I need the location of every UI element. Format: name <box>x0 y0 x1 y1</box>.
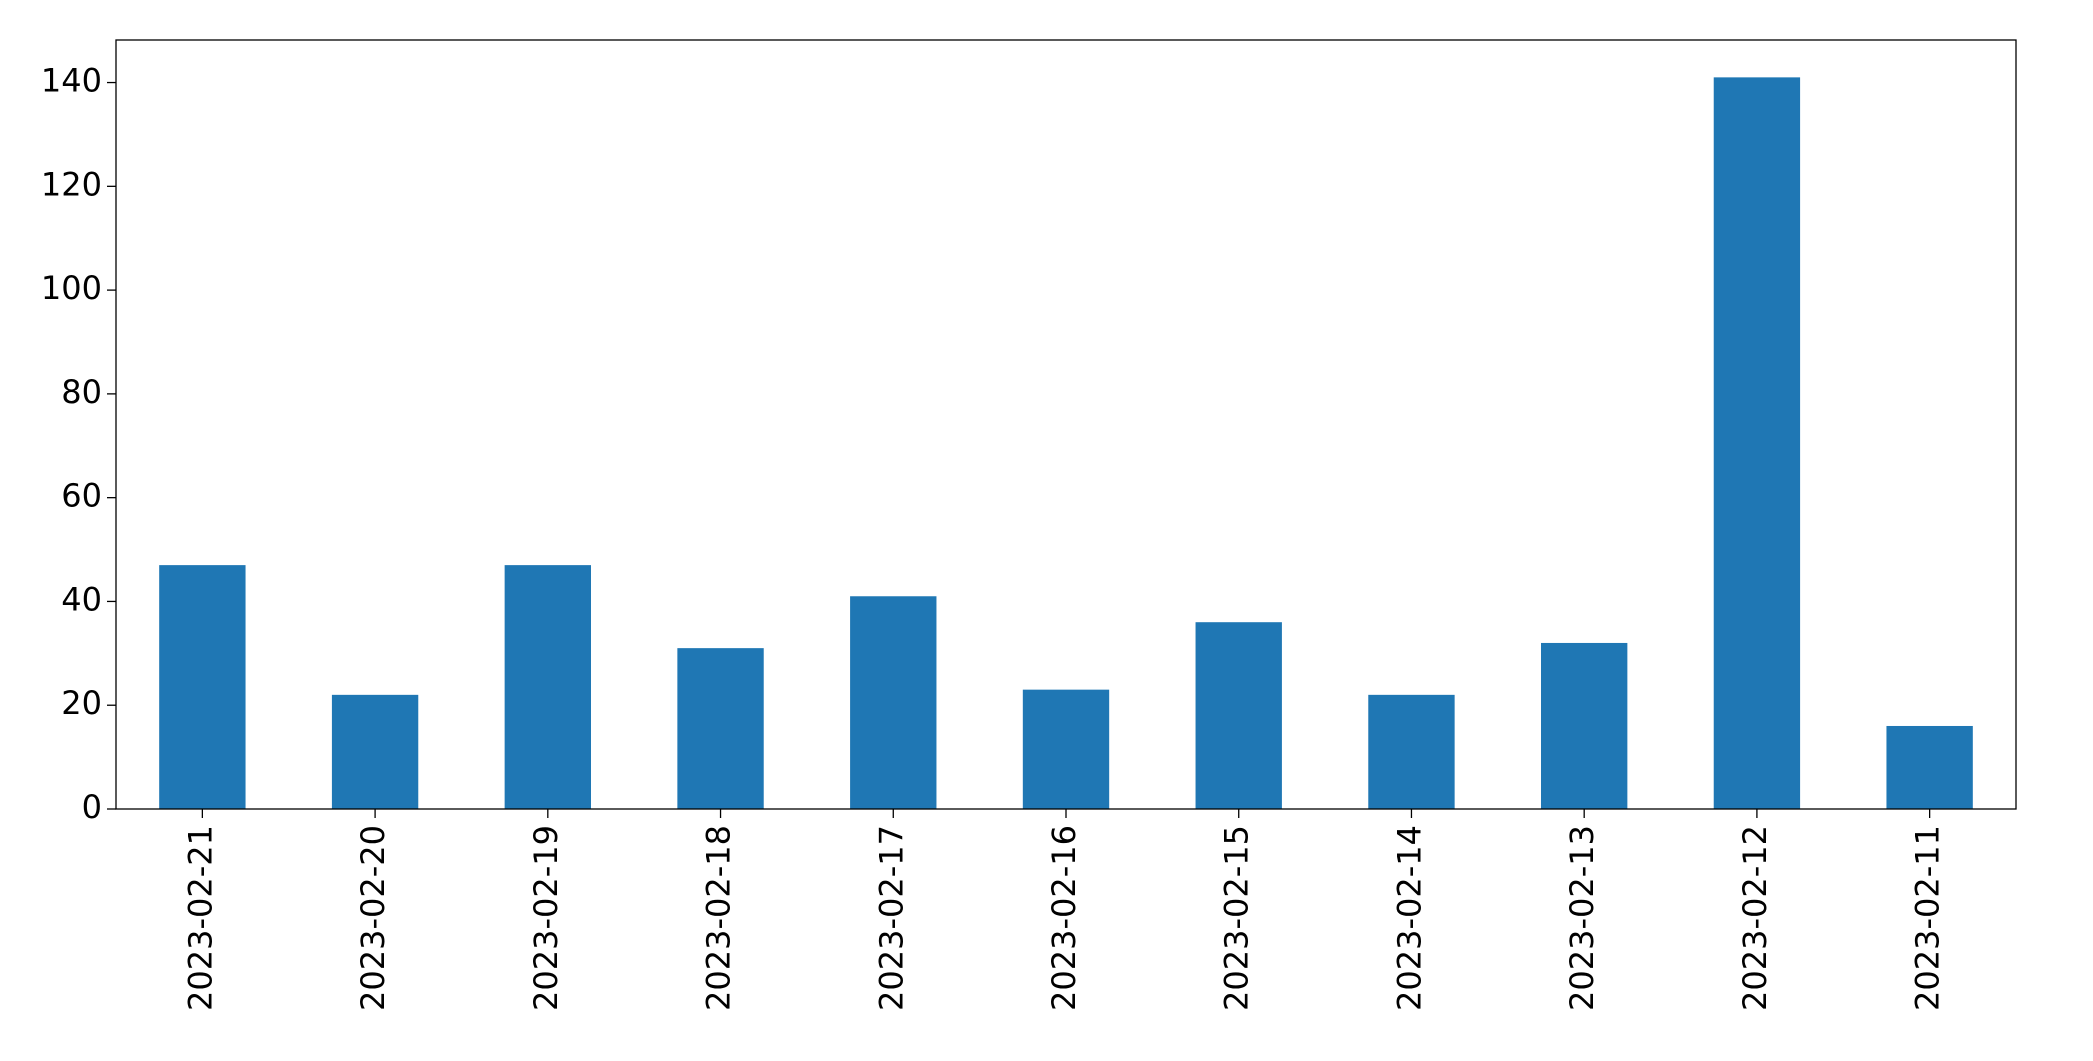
y-tick-label: 60 <box>61 477 102 515</box>
x-tick-label: 2023-02-20 <box>354 825 392 1011</box>
y-tick-label: 100 <box>41 269 102 307</box>
bar <box>1368 694 1455 809</box>
bar <box>850 596 937 809</box>
y-tick-label: 80 <box>61 373 102 411</box>
y-tick-label: 140 <box>41 62 102 100</box>
x-tick-label: 2023-02-17 <box>872 825 910 1011</box>
x-tick-label: 2023-02-14 <box>1390 825 1428 1011</box>
x-tick-label: 2023-02-16 <box>1045 825 1083 1011</box>
y-tick-label: 40 <box>61 580 102 618</box>
bar <box>1713 77 1801 809</box>
bar <box>331 694 419 809</box>
plot-frame <box>115 39 2017 810</box>
bar <box>504 565 591 809</box>
x-tick-label: 2023-02-11 <box>1909 825 1947 1011</box>
y-tick-label: 120 <box>41 165 102 203</box>
y-tick-label: 20 <box>61 684 102 722</box>
bar <box>1886 725 1973 809</box>
bar <box>1541 642 1628 809</box>
bar <box>677 648 764 809</box>
x-tick-label: 2023-02-13 <box>1563 825 1601 1011</box>
bar <box>1195 622 1282 809</box>
bar <box>159 565 246 809</box>
x-tick-label: 2023-02-18 <box>700 825 738 1011</box>
x-tick-label: 2023-02-15 <box>1218 825 1256 1011</box>
x-tick-label: 2023-02-21 <box>181 825 219 1011</box>
y-tick-label: 0 <box>82 788 102 826</box>
x-tick-label: 2023-02-19 <box>527 825 565 1011</box>
bar <box>1022 689 1110 809</box>
x-tick-label: 2023-02-12 <box>1736 825 1774 1011</box>
